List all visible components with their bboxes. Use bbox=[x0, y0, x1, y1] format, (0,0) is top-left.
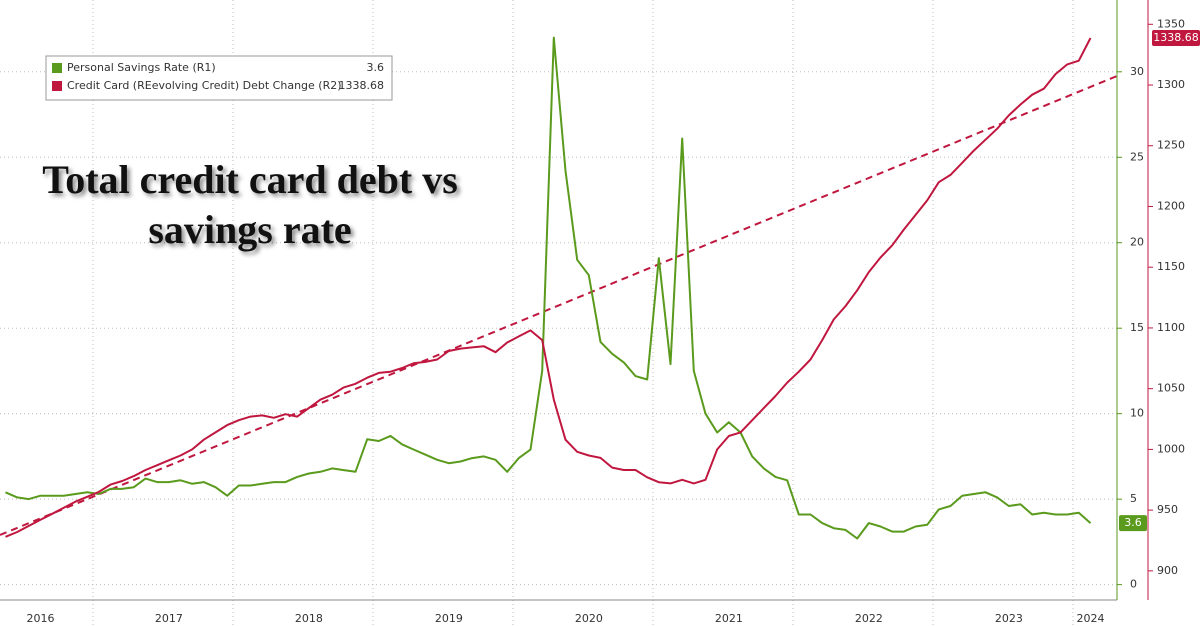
y2-tick-label: 1200 bbox=[1157, 199, 1185, 212]
legend-label: Personal Savings Rate (R1) bbox=[67, 61, 216, 74]
legend-value: 3.6 bbox=[367, 61, 385, 74]
y2-tick-label: 1000 bbox=[1157, 442, 1185, 455]
x-tick-label: 2016 bbox=[27, 612, 55, 625]
y2-tick-label: 1050 bbox=[1157, 382, 1185, 395]
series-line bbox=[5, 36, 1092, 540]
y-tick-label: 25 bbox=[1130, 150, 1144, 163]
y2-tick-label: 1250 bbox=[1157, 139, 1185, 152]
y-tick-label: 10 bbox=[1130, 407, 1144, 420]
x-tick-label: 2021 bbox=[715, 612, 743, 625]
y2-tick-label: 1300 bbox=[1157, 78, 1185, 91]
trend-line bbox=[0, 75, 1118, 536]
value-tag-label: 1338.68 bbox=[1153, 31, 1199, 44]
x-tick-label: 2024 bbox=[1077, 612, 1105, 625]
legend-value: 1338.68 bbox=[339, 79, 385, 92]
legend-swatch bbox=[52, 63, 62, 73]
value-tag-label: 3.6 bbox=[1124, 516, 1142, 529]
series-line bbox=[5, 37, 1092, 538]
y-tick-label: 20 bbox=[1130, 236, 1144, 249]
x-tick-label: 2022 bbox=[855, 612, 883, 625]
x-tick-label: 2023 bbox=[995, 612, 1023, 625]
y-tick-label: 5 bbox=[1130, 492, 1137, 505]
legend-swatch bbox=[52, 81, 62, 91]
y2-tick-label: 900 bbox=[1157, 564, 1178, 577]
value-tag bbox=[1119, 515, 1147, 532]
legend-label: Credit Card (REevolving Credit) Debt Cha… bbox=[67, 79, 342, 92]
legend-box bbox=[45, 55, 393, 101]
x-tick-label: 2019 bbox=[435, 612, 463, 625]
x-tick-label: 2018 bbox=[295, 612, 323, 625]
chart-title: Total credit card debt vs savings rate bbox=[42, 157, 458, 252]
y2-tick-label: 950 bbox=[1157, 503, 1178, 516]
value-tag bbox=[1152, 30, 1200, 47]
x-tick-label: 2020 bbox=[575, 612, 603, 625]
y-tick-label: 0 bbox=[1130, 578, 1137, 591]
x-tick-label: 2017 bbox=[155, 612, 183, 625]
y2-tick-label: 1150 bbox=[1157, 260, 1185, 273]
y2-tick-label: 1350 bbox=[1157, 17, 1185, 30]
y-tick-label: 30 bbox=[1130, 65, 1144, 78]
y-tick-label: 15 bbox=[1130, 321, 1144, 334]
y2-tick-label: 1100 bbox=[1157, 321, 1185, 334]
